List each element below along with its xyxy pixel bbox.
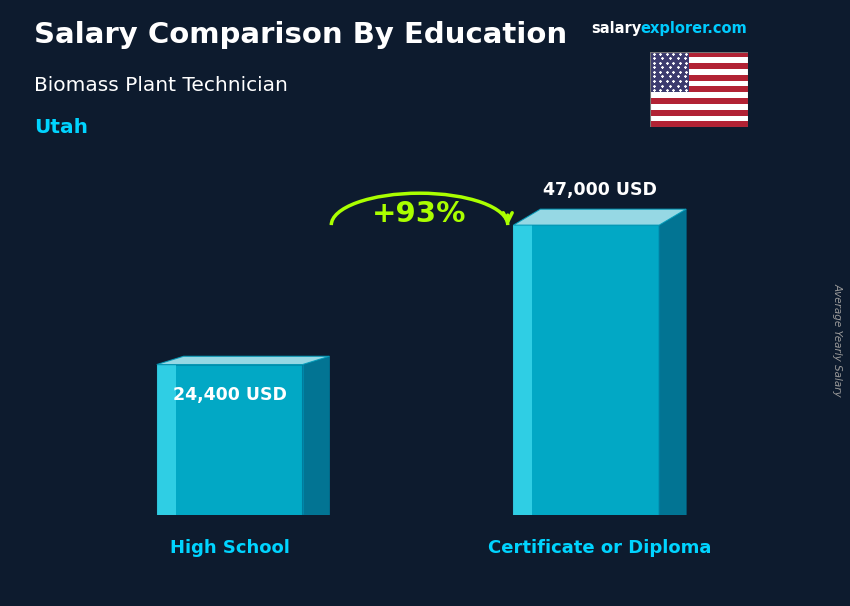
Text: Salary Comparison By Education: Salary Comparison By Education [34, 21, 567, 49]
Text: Certificate or Diploma: Certificate or Diploma [488, 539, 711, 557]
Text: +93%: +93% [372, 199, 467, 228]
Text: 24,400 USD: 24,400 USD [173, 385, 286, 404]
Text: Utah: Utah [34, 118, 88, 137]
Text: explorer.com: explorer.com [640, 21, 747, 36]
Text: Average Yearly Salary: Average Yearly Salary [832, 282, 842, 396]
Bar [650, 116, 748, 121]
Polygon shape [156, 365, 176, 515]
Bar [650, 92, 748, 98]
Text: 47,000 USD: 47,000 USD [543, 181, 657, 199]
Bar [650, 87, 748, 92]
Bar [650, 110, 748, 116]
Text: High School: High School [170, 539, 290, 557]
Bar [650, 104, 748, 110]
Bar [650, 58, 748, 63]
Text: salary: salary [591, 21, 641, 36]
Bar [650, 121, 748, 127]
Polygon shape [156, 365, 303, 515]
Bar [650, 75, 748, 81]
Polygon shape [513, 209, 686, 225]
Polygon shape [156, 356, 329, 365]
Polygon shape [513, 225, 532, 515]
Polygon shape [513, 225, 660, 515]
Bar [650, 52, 689, 92]
Bar [650, 52, 748, 58]
Text: Biomass Plant Technician: Biomass Plant Technician [34, 76, 288, 95]
Bar [650, 81, 748, 87]
Polygon shape [660, 209, 686, 515]
Polygon shape [303, 356, 329, 515]
Bar [650, 98, 748, 104]
Bar [650, 63, 748, 69]
Bar [650, 69, 748, 75]
